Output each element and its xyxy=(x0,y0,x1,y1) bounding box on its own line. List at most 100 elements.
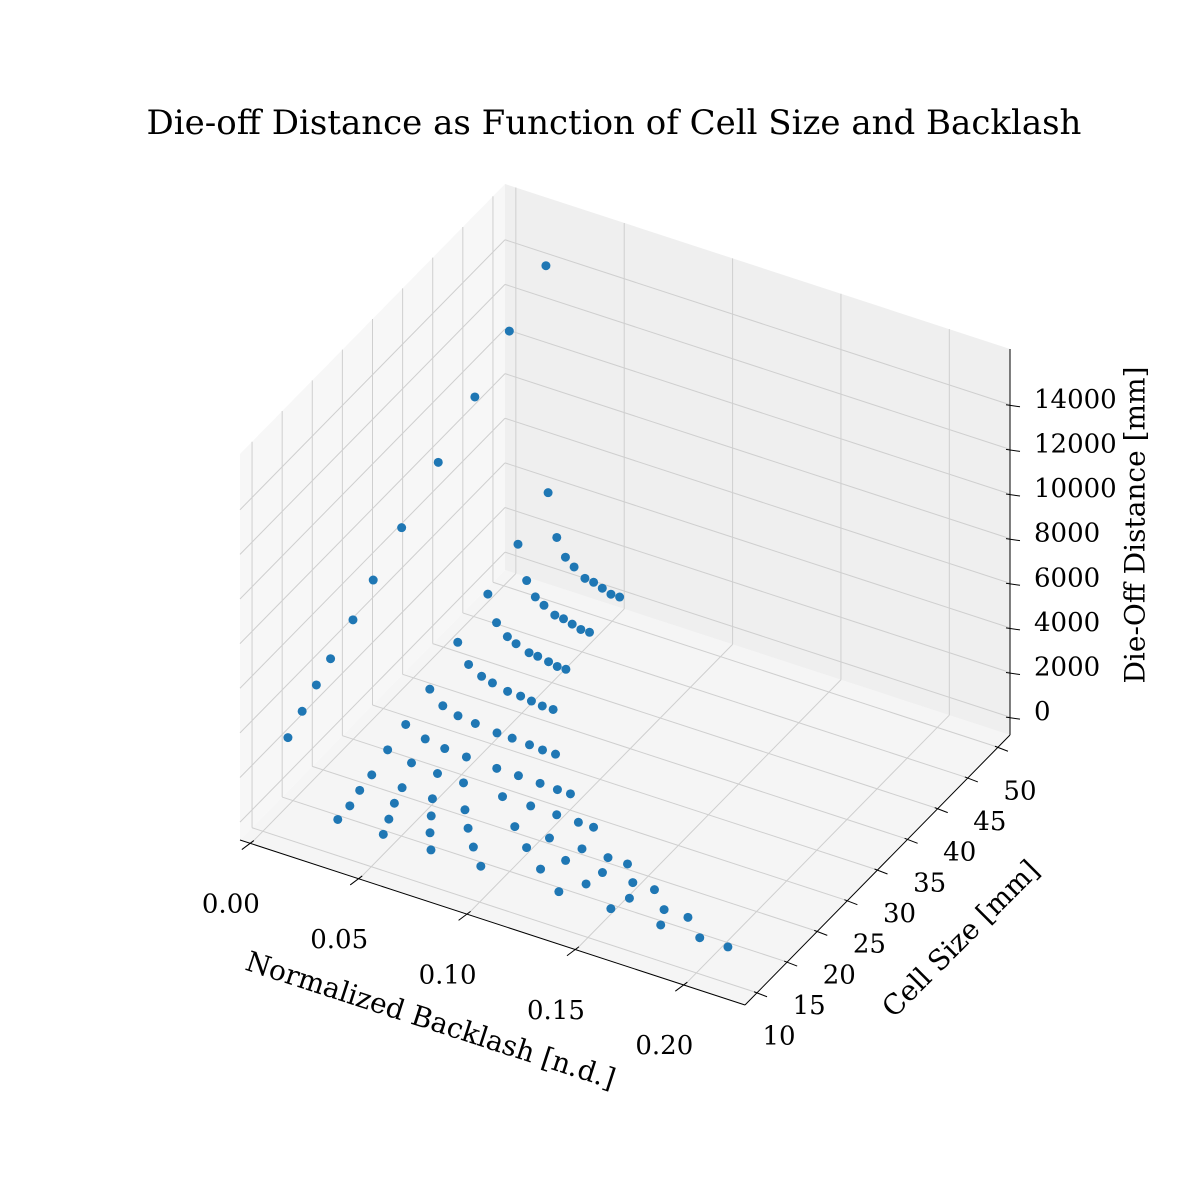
point xyxy=(510,822,520,832)
point xyxy=(507,733,517,743)
point xyxy=(585,627,595,637)
point xyxy=(464,659,474,669)
z-tick-label: 10000 xyxy=(1034,474,1117,504)
z-grid-line xyxy=(504,239,1011,406)
y-grid-line xyxy=(492,581,999,748)
point xyxy=(368,575,378,585)
z-tick-label: 14000 xyxy=(1034,385,1117,415)
point xyxy=(550,610,560,620)
y-tick xyxy=(964,776,979,783)
point xyxy=(397,783,407,793)
point xyxy=(577,844,587,854)
point xyxy=(538,745,548,755)
point xyxy=(522,843,532,853)
point xyxy=(560,552,570,562)
point xyxy=(476,861,486,871)
point xyxy=(492,618,502,628)
y-tick-label: 40 xyxy=(943,838,976,868)
point xyxy=(567,619,577,629)
points xyxy=(283,261,733,952)
point xyxy=(554,887,564,897)
point xyxy=(513,771,523,781)
point xyxy=(656,920,666,930)
x-axis-line xyxy=(239,839,746,1006)
y-tick-label: 15 xyxy=(793,991,826,1021)
y-tick-label: 10 xyxy=(762,1022,795,1052)
point xyxy=(477,671,487,681)
point xyxy=(420,734,430,744)
point xyxy=(552,810,562,820)
point xyxy=(535,778,545,788)
y-grid-line xyxy=(402,673,908,840)
point xyxy=(326,654,336,664)
point xyxy=(683,912,693,922)
point xyxy=(425,828,435,838)
point xyxy=(487,678,497,688)
x-tick xyxy=(458,910,471,921)
point xyxy=(401,719,411,729)
y-tick-label: 30 xyxy=(883,899,916,929)
point xyxy=(551,749,561,759)
grid xyxy=(239,187,1011,994)
z-grid-line xyxy=(239,239,506,511)
point xyxy=(470,719,480,729)
z-axis-label: Die-Off Distance [mm] xyxy=(1119,366,1152,683)
y-grid-line xyxy=(432,643,938,810)
point xyxy=(597,868,607,878)
point xyxy=(576,624,586,634)
z-tick xyxy=(1005,493,1021,497)
y-tick xyxy=(783,960,798,967)
point xyxy=(544,833,554,843)
z-grid-line xyxy=(504,507,1011,674)
z-grid-line xyxy=(239,284,506,555)
point xyxy=(606,589,616,599)
y-grid-line xyxy=(342,735,848,902)
point xyxy=(453,711,463,721)
point xyxy=(539,600,549,610)
point xyxy=(580,573,590,583)
point xyxy=(561,664,571,674)
z-grid-line xyxy=(504,283,1011,450)
y-grid-line xyxy=(282,796,788,963)
y-grid-line xyxy=(251,827,758,994)
point xyxy=(522,576,532,586)
point xyxy=(649,885,659,895)
point xyxy=(297,706,307,716)
y-tick-label: 25 xyxy=(853,930,886,960)
point xyxy=(433,768,443,778)
point xyxy=(565,789,575,799)
point xyxy=(541,261,551,271)
point xyxy=(468,842,478,852)
z-grid-line xyxy=(239,373,506,645)
x-tick-label: 0.10 xyxy=(419,960,477,990)
point xyxy=(525,740,535,750)
z-tick-label: 2000 xyxy=(1034,653,1100,683)
z-tick xyxy=(1005,538,1021,542)
point xyxy=(589,577,599,587)
z-tick xyxy=(1005,582,1021,586)
z-grid-line xyxy=(239,462,506,734)
point xyxy=(333,814,343,824)
z-grid-line xyxy=(239,328,506,600)
z-grid-line xyxy=(504,373,1011,540)
point xyxy=(460,805,470,815)
z-tick-label: 4000 xyxy=(1034,608,1100,638)
point xyxy=(628,878,638,888)
point xyxy=(384,814,394,824)
y-grid-line xyxy=(462,612,968,779)
point xyxy=(589,822,599,832)
point xyxy=(425,684,435,694)
point xyxy=(695,933,705,943)
point xyxy=(440,744,450,754)
point xyxy=(552,661,562,671)
x-tick-label: 0.00 xyxy=(202,890,260,920)
y-tick-label: 35 xyxy=(913,868,946,898)
point xyxy=(453,637,463,647)
point xyxy=(355,785,365,795)
point xyxy=(348,615,358,625)
x-tick xyxy=(675,981,688,992)
point xyxy=(603,853,613,863)
point xyxy=(573,817,583,827)
